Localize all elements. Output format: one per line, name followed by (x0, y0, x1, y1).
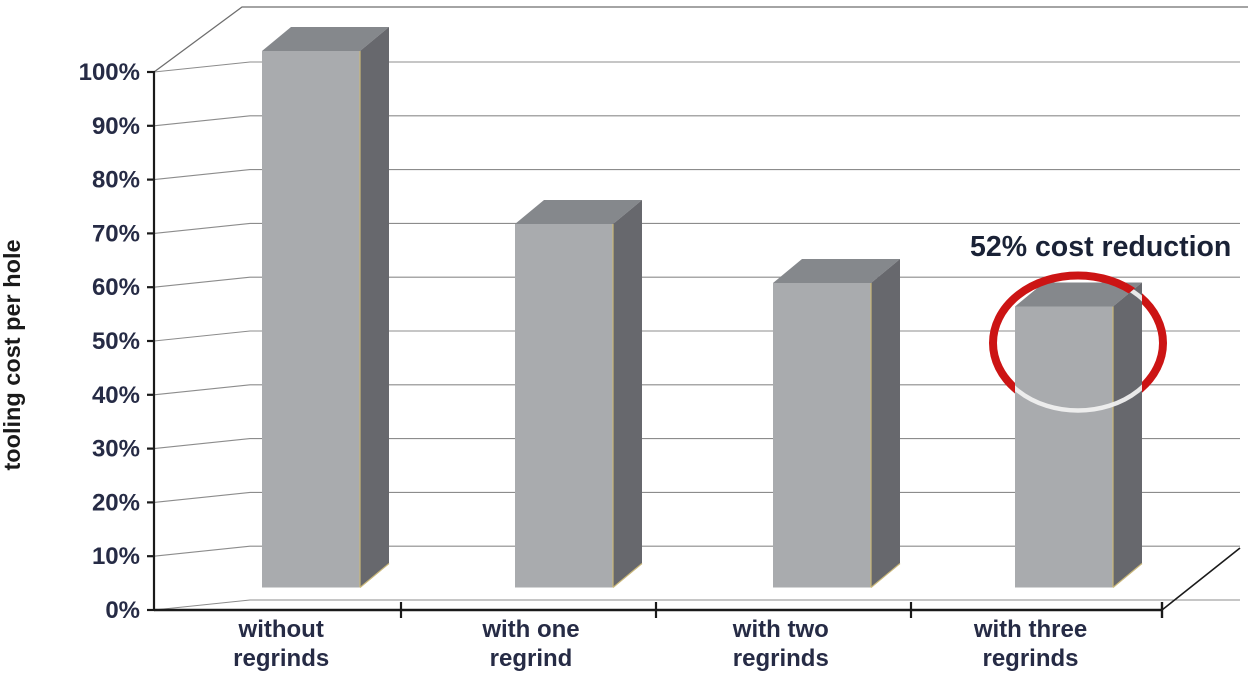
svg-text:50%: 50% (92, 328, 140, 355)
svg-text:regrinds: regrinds (733, 645, 829, 672)
svg-text:30%: 30% (92, 436, 140, 463)
svg-text:10%: 10% (92, 543, 140, 570)
svg-text:with three: with three (973, 616, 1087, 643)
svg-text:40%: 40% (92, 382, 140, 409)
svg-text:with two: with two (732, 616, 829, 643)
svg-text:regrind: regrind (490, 645, 573, 672)
svg-text:100%: 100% (79, 59, 140, 86)
svg-text:with one: with one (481, 616, 579, 643)
svg-text:60%: 60% (92, 274, 140, 301)
svg-text:without: without (238, 616, 324, 643)
svg-text:20%: 20% (92, 489, 140, 516)
svg-text:tooling cost per hole: tooling cost per hole (0, 239, 25, 470)
svg-text:80%: 80% (92, 167, 140, 194)
svg-text:0%: 0% (105, 597, 140, 624)
svg-text:regrinds: regrinds (982, 645, 1078, 672)
svg-text:regrinds: regrinds (233, 645, 329, 672)
svg-text:52% cost reduction: 52% cost reduction (970, 231, 1231, 263)
svg-text:90%: 90% (92, 113, 140, 140)
svg-text:70%: 70% (92, 220, 140, 247)
